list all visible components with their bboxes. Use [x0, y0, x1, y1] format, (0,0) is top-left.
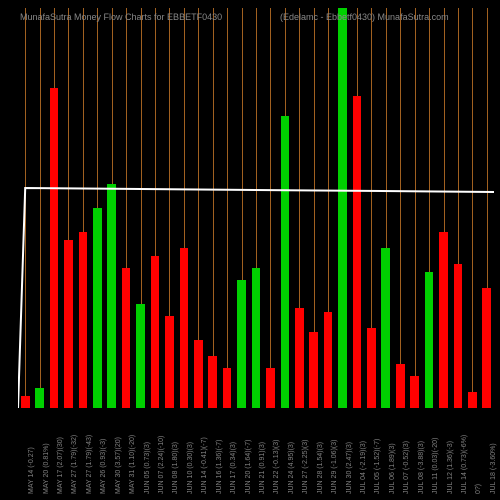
bar	[180, 248, 189, 408]
x-axis-label: JUN 24 (4.95)(3)	[288, 442, 295, 494]
bar	[410, 376, 419, 408]
gridline	[270, 8, 271, 408]
chart-title-left: MunafaSutra Money Flow Charts for EBBETF…	[20, 12, 222, 22]
x-axis-label: MAY 27 (1.79)(-32)	[71, 435, 78, 494]
bar	[122, 268, 131, 408]
bar	[454, 264, 463, 408]
bar	[396, 364, 405, 408]
bar	[208, 356, 217, 408]
bar	[468, 392, 477, 408]
bar	[35, 388, 44, 408]
bar	[266, 368, 275, 408]
x-axis-label: JUN 30 (2.47)(3)	[346, 442, 353, 494]
gridline	[227, 8, 228, 408]
x-axis-label: JUL 07 (-0.52)(3)	[403, 441, 410, 494]
x-axis-label: JUL 08 (-3.88)(3)	[418, 441, 425, 494]
x-axis-label: JUN 29 (-1.06)(3)	[331, 440, 338, 494]
chart-title-right: (Edelamc - Ebbetf0430) MunafaSutra.com	[280, 12, 449, 22]
x-axis-label: JUN 22 (-0.13)(3)	[273, 440, 280, 494]
gridline	[25, 8, 26, 408]
x-axis-label: JUN 08 (1.80)(3)	[172, 442, 179, 494]
x-axis-label: JUL 05 (-1.52)(-7)	[374, 439, 381, 494]
x-axis-label: JUN 20 (1.64)(-7)	[245, 440, 252, 494]
x-axis-label: JUN 21 (0.91)(3)	[259, 442, 266, 494]
bar	[295, 308, 304, 408]
bar	[353, 96, 362, 408]
bar	[439, 232, 448, 408]
gridline	[40, 8, 41, 408]
x-axis-label: JUN 05 (0.73)(3)	[144, 442, 151, 494]
bar	[194, 340, 203, 408]
bar	[309, 332, 318, 408]
bar	[136, 304, 145, 408]
x-axis-label: JUL 06 (1.89)(3)	[389, 443, 396, 494]
x-axis-label: JUL 14 (0.73)(-6%)	[461, 435, 468, 494]
x-axis-label: 0?)	[475, 484, 482, 494]
bar	[252, 268, 261, 408]
x-axis-label: JUL 18 (-3.60%)	[490, 443, 497, 494]
x-axis-label: JUN 28 (1.54)(3)	[317, 442, 324, 494]
bar	[237, 280, 246, 408]
bar	[338, 8, 347, 408]
gridline	[472, 8, 473, 408]
x-axis-label: JUN 16 (1.36)(-7)	[216, 440, 223, 494]
x-axis-label: JUN 14 (-0.41)(-7)	[201, 437, 208, 494]
bar	[223, 368, 232, 408]
bar	[165, 316, 174, 408]
bar	[151, 256, 160, 408]
bar	[324, 312, 333, 408]
x-axis-label: JUN 07 (2.24)(-10)	[158, 436, 165, 494]
x-axis-label: JUL 04 (-2.19)(3)	[360, 441, 367, 494]
gridline	[415, 8, 416, 408]
x-axis-label: JUL 12 (1.36)(-3)	[447, 441, 454, 494]
gridline	[400, 8, 401, 408]
bar	[425, 272, 434, 408]
x-axis-label: MAY 30 (3.57)(20)	[115, 437, 122, 494]
gridline	[213, 8, 214, 408]
bar	[79, 232, 88, 408]
bar	[21, 396, 30, 408]
x-axis-label: MAY 26 (0.93)(-3)	[100, 439, 107, 494]
bar	[482, 288, 491, 408]
x-axis-label: JUN 27 (-2.25)(3)	[302, 440, 309, 494]
money-flow-chart: MunafaSutra Money Flow Charts for EBBETF…	[0, 0, 500, 500]
bar	[50, 88, 59, 408]
x-axis-label: MAY 27 (1.79)(-43)	[86, 435, 93, 494]
x-axis-label: MAY 14 (-0.27)	[28, 447, 35, 494]
x-axis-label: JUL 11 (0.03)(-20)	[432, 438, 439, 494]
bar	[367, 328, 376, 408]
x-axis-label: MAY 17 (2.07)(30)	[57, 437, 64, 494]
x-axis-label: JUN 10 (0.30)(3)	[187, 442, 194, 494]
x-axis-label: JUN 17 (0.34)(3)	[230, 442, 237, 494]
bar	[93, 208, 102, 408]
bar	[107, 184, 116, 408]
bar	[64, 240, 73, 408]
bar	[281, 116, 290, 408]
bar	[381, 248, 390, 408]
plot-area	[18, 8, 494, 408]
x-axis-label: MAY 31 (1.10)(-20)	[129, 435, 136, 494]
x-axis-label: MAY 20 (0.81%)	[43, 443, 50, 494]
